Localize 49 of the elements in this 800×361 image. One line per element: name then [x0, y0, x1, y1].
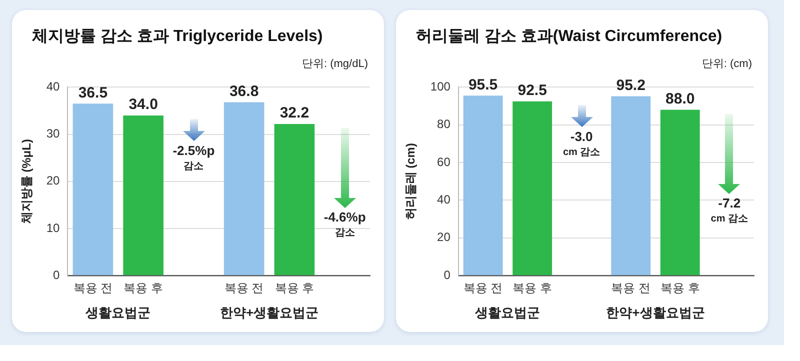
bar [660, 110, 700, 276]
text: 한약+생활요법군 [606, 305, 705, 320]
text: 한약+생활요법군 [220, 305, 319, 320]
bar [224, 102, 264, 276]
y-axis-title: 허리둘레 (cm) [404, 143, 418, 220]
y-tick-label: 0 [444, 268, 451, 282]
data-label: 92.5 [518, 82, 547, 99]
bar [463, 96, 503, 276]
annotation: -3.0 cm 감소 [562, 128, 600, 158]
bar [512, 101, 552, 276]
chart-title: 체지방률 감소 효과 Triglyceride Levels) [32, 27, 323, 47]
data-label: 36.5 [78, 84, 108, 102]
y-tick-label: 80 [437, 117, 451, 132]
bar [611, 96, 651, 276]
y-tick-label: 60 [437, 154, 451, 169]
x-tick-label: 복용 전 [463, 281, 503, 296]
x-tick-label: 복용 전 [73, 281, 113, 296]
x-tick-label: 복용 전 [224, 281, 264, 296]
chart-title: 허리둘레 감소 효과(Waist Circumference) [416, 27, 722, 47]
data-label: 95.5 [468, 76, 498, 94]
annotation: -7.2 cm 감소 [710, 195, 748, 225]
x-tick-label: 복용 후 [660, 281, 700, 296]
y-tick-label: 0 [53, 268, 60, 282]
text: 생활요법군 [474, 305, 540, 320]
text: 단위: (mg/dL) [302, 57, 368, 71]
y-axis-title: 체지방률 (%μL) [20, 139, 34, 225]
y-tick-label: 100 [430, 80, 451, 94]
data-label: 95.2 [616, 76, 646, 94]
x-tick-label: 복용 후 [274, 281, 314, 296]
bar [123, 115, 164, 276]
text: 생활요법군 [84, 305, 151, 320]
text: 단위: (cm) [702, 57, 752, 71]
y-tick-label: 40 [46, 80, 60, 94]
data-label: 88.0 [666, 90, 695, 108]
bar [72, 104, 114, 276]
data-label: 36.8 [229, 82, 259, 100]
x-tick-label: 복용 전 [611, 281, 651, 296]
annotation: -2.5%p 감소 [172, 143, 215, 172]
y-tick-label: 10 [46, 220, 60, 235]
bar [274, 124, 315, 276]
data-label: 32.2 [280, 104, 310, 122]
y-tick-label: 20 [46, 174, 60, 188]
x-tick-label: 복용 후 [124, 281, 163, 296]
y-tick-label: 40 [437, 192, 451, 207]
y-tick-label: 20 [437, 230, 451, 244]
annotation: -4.6%p 감소 [324, 210, 366, 239]
data-label: 34.0 [128, 96, 158, 114]
x-tick-label: 복용 후 [512, 281, 552, 296]
y-tick-label: 30 [46, 126, 60, 141]
